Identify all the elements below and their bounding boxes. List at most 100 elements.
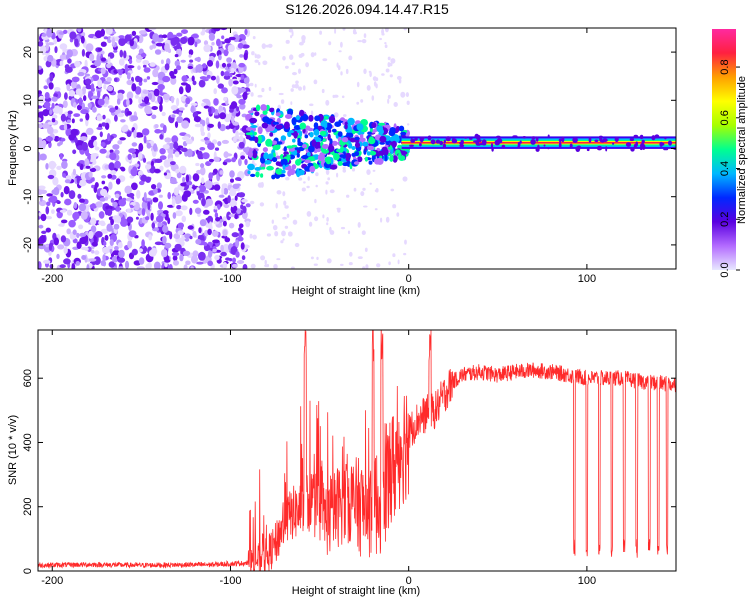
spectrogram-cell	[375, 77, 379, 82]
spectrogram-cell	[76, 241, 82, 249]
spectrogram-cell	[519, 140, 522, 144]
spectrogram-cell	[169, 70, 175, 77]
spectrogram-cell	[126, 216, 134, 223]
spectrogram-cell	[343, 114, 347, 117]
spectrogram-cell	[143, 78, 148, 83]
spectrogram-cell	[71, 76, 80, 83]
spectrogram-cell	[178, 86, 184, 95]
spectrogram-cell	[67, 58, 72, 64]
spectrogram-cell	[301, 113, 309, 122]
spectrogram-cell	[130, 204, 134, 209]
spectrogram-cell	[442, 143, 446, 149]
spectrogram-cell	[47, 42, 55, 46]
spectrogram-cell	[176, 42, 181, 49]
spectrogram-cell	[190, 266, 194, 269]
spectrogram-cell	[97, 98, 105, 106]
spectrogram-cell	[94, 60, 101, 67]
spectrogram-cell	[308, 114, 314, 122]
spectrogram-cell	[141, 239, 145, 248]
spectrogram-cell	[97, 79, 103, 88]
spectrogram-cell	[39, 234, 46, 244]
spectrogram-cell	[145, 164, 152, 170]
spectrogram-cell	[400, 131, 407, 136]
spectrogram-cell	[187, 36, 195, 46]
spectrogram-cell	[235, 177, 242, 181]
spectrogram-cell	[98, 211, 105, 219]
spectrogram-cell	[203, 105, 210, 109]
spectrogram-cell	[297, 137, 301, 145]
spectrogram-cell	[184, 103, 188, 108]
spectrogram-cell	[329, 189, 335, 194]
spectrogram-cell	[217, 121, 221, 129]
spectrogram-cell	[214, 254, 220, 261]
spectrogram-cell	[72, 229, 77, 235]
spectrogram-cell	[325, 169, 330, 176]
snr-ticks: -200 -100 0 100 0 200 400 600	[22, 330, 676, 587]
spectrogram-cell	[94, 146, 100, 151]
spectrogram-cell	[38, 90, 42, 95]
spectrogram-cell	[530, 139, 536, 145]
spectrogram-cell	[261, 87, 265, 93]
spectrogram-cell	[59, 209, 67, 213]
spectrogram-cell	[207, 123, 214, 128]
spectrogram-cell	[64, 198, 72, 206]
spectrogram-cell	[223, 96, 228, 102]
spectrogram-cell	[197, 150, 203, 160]
spectrogram-cell	[168, 264, 173, 269]
spectrogram-cell	[633, 134, 639, 139]
spectrogram-cell	[445, 136, 451, 142]
spectrogram-cell	[366, 151, 371, 156]
spectrogram-cell	[201, 119, 206, 127]
spectrogram-cell	[341, 95, 345, 99]
spectrogram-cell	[60, 113, 66, 122]
spectrogram-cell	[354, 142, 361, 148]
spectrogram-cell	[162, 34, 168, 39]
spectrogram-cell	[294, 83, 299, 89]
spectrogram-cell	[275, 112, 281, 117]
spectrogram-cell	[86, 127, 94, 135]
spectrogram-cell	[220, 251, 227, 257]
spectrogram-cell	[134, 86, 142, 95]
spectrogram-cell	[194, 207, 202, 214]
spectrogram-cell	[51, 209, 55, 215]
spectrogram-cell	[227, 44, 235, 52]
spectrogram-cell	[346, 194, 350, 198]
spectrogram-cell	[326, 217, 329, 222]
spectrogram-cell	[282, 191, 286, 197]
spectrogram-cell	[349, 251, 353, 257]
spectrogram-cell	[76, 232, 80, 239]
spectrogram-cell	[245, 132, 254, 136]
spectrogram-cell	[273, 263, 278, 269]
spectrogram-cell	[243, 77, 249, 84]
spectrogram-cell	[153, 187, 158, 195]
spectrogram-cell	[241, 199, 248, 203]
spectrogram-cell	[93, 256, 101, 265]
spectrogram-cell	[201, 177, 205, 185]
spectrogram-cell	[86, 264, 90, 269]
spectrogram-cell	[190, 105, 195, 113]
spectrogram-cell	[410, 138, 413, 141]
spectrogram-cell	[325, 189, 328, 195]
spectrogram-cell	[353, 31, 357, 35]
spectrogram-cell	[155, 215, 164, 223]
spectrogram-cell	[72, 102, 77, 108]
spectrogram-cell	[342, 166, 346, 170]
spectrogram-cell	[380, 217, 383, 223]
spectrogram-cell	[127, 240, 133, 249]
spectrogram-cell	[63, 246, 68, 254]
spectrogram-cell	[310, 110, 314, 116]
spectrogram-cell	[406, 100, 410, 106]
spectrogram-cell	[114, 149, 120, 155]
spectrogram-cell	[313, 79, 318, 85]
spectrogram-cell	[213, 115, 220, 119]
spectrogram-cell	[229, 108, 234, 113]
spectrogram-cell	[267, 153, 274, 160]
spectrogram-cell	[252, 152, 258, 159]
spectrogram-cell	[178, 107, 185, 111]
spectrogram-cell	[81, 49, 85, 57]
spectrogram-cell	[283, 121, 290, 130]
snr-line	[38, 330, 676, 571]
spectrogram-cell	[201, 197, 206, 207]
spectrogram-cell	[612, 142, 615, 145]
spectrogram-cell	[167, 217, 171, 225]
